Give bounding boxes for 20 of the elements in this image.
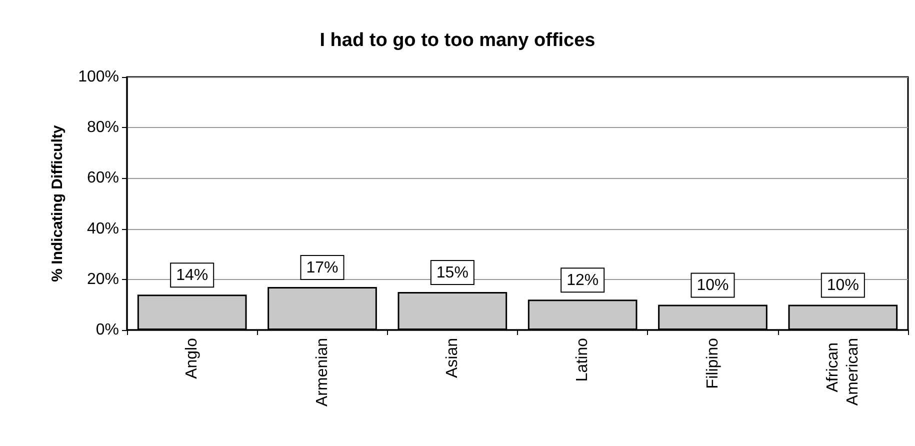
- y-tick-label: 40%: [86, 220, 119, 238]
- chart-title: I had to go to too many offices: [320, 30, 596, 51]
- data-label: 14%: [176, 267, 208, 284]
- x-tick-label: Asian: [444, 338, 461, 378]
- data-label: 12%: [566, 272, 599, 290]
- data-label: 17%: [306, 259, 338, 276]
- data-label: 10%: [696, 277, 729, 294]
- y-tick-label: 80%: [86, 119, 119, 136]
- y-tick-label: 20%: [86, 270, 119, 288]
- y-tick-label: 0%: [96, 322, 119, 338]
- data-label: 10%: [826, 277, 859, 294]
- x-tick-label: Filipino: [704, 338, 722, 389]
- x-tick-label: African American: [824, 338, 862, 406]
- x-tick-label: Armenian: [314, 338, 331, 406]
- y-tick-label: 100%: [78, 68, 119, 86]
- y-tick-label: 60%: [86, 170, 119, 187]
- y-axis-title: % Indicating Difficulty: [49, 124, 66, 282]
- data-label: 15%: [436, 264, 468, 282]
- x-tick-label: Latino: [574, 338, 592, 382]
- x-tick-label: Anglo: [184, 338, 201, 379]
